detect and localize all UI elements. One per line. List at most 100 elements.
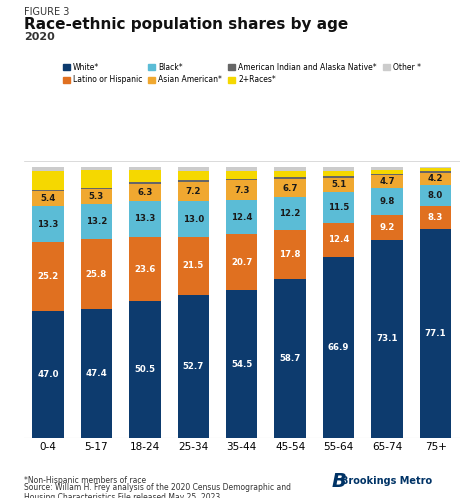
Legend: White*, Latino or Hispanic, Black*, Asian American*, American Indian and Alaska : White*, Latino or Hispanic, Black*, Asia… <box>63 63 421 84</box>
Bar <box>420 229 451 438</box>
Bar <box>371 174 403 175</box>
Bar <box>226 179 257 180</box>
Bar <box>323 256 355 438</box>
Bar <box>32 242 64 311</box>
Bar <box>226 167 257 171</box>
Bar <box>129 237 161 301</box>
Bar <box>81 204 112 240</box>
Bar <box>81 188 112 189</box>
Text: 7.2: 7.2 <box>185 187 201 196</box>
Bar <box>129 167 161 170</box>
Text: 8.3: 8.3 <box>428 213 443 222</box>
Text: 66.9: 66.9 <box>328 343 349 352</box>
Text: 5.1: 5.1 <box>331 180 346 189</box>
Bar <box>178 182 209 201</box>
Bar <box>129 201 161 237</box>
Bar <box>274 231 306 279</box>
Text: 2020: 2020 <box>24 32 55 42</box>
Text: 23.6: 23.6 <box>134 264 155 273</box>
Text: 73.1: 73.1 <box>376 335 398 344</box>
Text: 13.2: 13.2 <box>86 217 107 226</box>
Bar <box>371 215 403 240</box>
Bar <box>129 301 161 438</box>
Bar <box>81 167 112 170</box>
Text: 77.1: 77.1 <box>425 329 447 338</box>
Bar <box>129 170 161 182</box>
Text: 6.7: 6.7 <box>283 184 298 193</box>
Bar <box>420 206 451 229</box>
Text: 47.4: 47.4 <box>85 370 107 378</box>
Bar <box>371 167 403 170</box>
Bar <box>32 167 64 171</box>
Bar <box>420 168 451 171</box>
Text: 5.4: 5.4 <box>40 194 55 203</box>
Text: 8.0: 8.0 <box>428 191 443 200</box>
Text: 54.5: 54.5 <box>231 360 252 369</box>
Text: 50.5: 50.5 <box>134 365 155 374</box>
Text: 11.5: 11.5 <box>328 203 349 212</box>
Text: 6.3: 6.3 <box>137 188 153 197</box>
Text: Race-ethnic population shares by age: Race-ethnic population shares by age <box>24 17 348 32</box>
Text: FIGURE 3: FIGURE 3 <box>24 7 69 17</box>
Bar <box>226 180 257 200</box>
Bar <box>81 170 112 188</box>
Bar <box>274 197 306 231</box>
Bar <box>420 171 451 173</box>
Bar <box>371 188 403 215</box>
Bar <box>323 223 355 256</box>
Text: 58.7: 58.7 <box>280 354 301 363</box>
Text: 12.4: 12.4 <box>231 213 253 222</box>
Bar <box>274 179 306 197</box>
Bar <box>129 184 161 201</box>
Bar <box>81 189 112 204</box>
Bar <box>323 176 355 178</box>
Text: *Non-Hispanic members of race: *Non-Hispanic members of race <box>24 476 146 485</box>
Bar <box>226 171 257 179</box>
Bar <box>420 185 451 206</box>
Bar <box>226 234 257 290</box>
Bar <box>178 167 209 171</box>
Text: 52.7: 52.7 <box>182 362 204 371</box>
Bar <box>274 167 306 171</box>
Text: 25.8: 25.8 <box>86 270 107 279</box>
Text: 25.2: 25.2 <box>37 272 59 281</box>
Bar <box>178 295 209 438</box>
Text: 12.2: 12.2 <box>280 209 301 218</box>
Bar <box>420 167 451 168</box>
Text: 4.7: 4.7 <box>379 177 395 186</box>
Text: 20.7: 20.7 <box>231 257 253 266</box>
Text: B: B <box>332 472 346 491</box>
Bar <box>178 201 209 237</box>
Text: 13.0: 13.0 <box>182 215 204 224</box>
Text: 17.8: 17.8 <box>280 250 301 259</box>
Bar <box>323 167 355 171</box>
Bar <box>32 311 64 438</box>
Bar <box>81 240 112 309</box>
Bar <box>420 173 451 185</box>
Text: 9.2: 9.2 <box>379 223 395 232</box>
Bar <box>323 178 355 192</box>
Bar <box>178 180 209 182</box>
Bar <box>32 190 64 191</box>
Bar <box>371 170 403 174</box>
Text: 7.3: 7.3 <box>234 186 249 195</box>
Text: 9.8: 9.8 <box>379 197 395 206</box>
Bar <box>32 171 64 190</box>
Bar <box>323 192 355 223</box>
Bar <box>274 171 306 177</box>
Bar <box>226 200 257 234</box>
Text: Source: Willam H. Frey analysis of the 2020 Census Demographic and
Housing Chara: Source: Willam H. Frey analysis of the 2… <box>24 483 291 498</box>
Text: 21.5: 21.5 <box>182 261 204 270</box>
Bar <box>371 240 403 438</box>
Bar <box>81 309 112 438</box>
Text: 12.4: 12.4 <box>328 235 349 244</box>
Text: Brookings Metro: Brookings Metro <box>341 476 432 486</box>
Bar <box>274 279 306 438</box>
Bar <box>178 171 209 180</box>
Bar <box>371 175 403 188</box>
Text: 5.3: 5.3 <box>89 192 104 201</box>
Bar <box>226 290 257 438</box>
Text: 4.2: 4.2 <box>428 174 443 183</box>
Text: 13.3: 13.3 <box>37 220 59 229</box>
Bar <box>274 177 306 179</box>
